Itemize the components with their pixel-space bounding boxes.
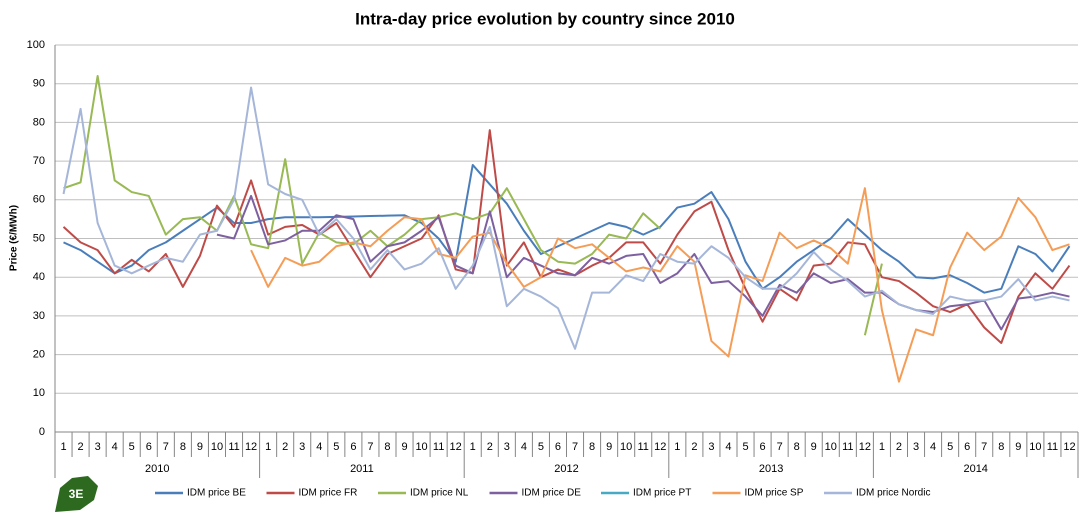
x-tick-label: 6 bbox=[350, 441, 356, 453]
x-tick-label: 12 bbox=[1063, 441, 1075, 453]
legend-label: IDM price BE bbox=[187, 488, 246, 499]
y-tick-label: 50 bbox=[33, 232, 45, 244]
x-tick-label: 5 bbox=[947, 441, 953, 453]
series-line bbox=[250, 187, 1070, 383]
x-tick-label: 7 bbox=[163, 441, 169, 453]
x-tick-label: 2 bbox=[896, 441, 902, 453]
x-tick-label: 9 bbox=[811, 441, 817, 453]
x-tick-label: 4 bbox=[521, 441, 527, 453]
x-tick-label: 10 bbox=[415, 441, 427, 453]
x-tick-label: 6 bbox=[555, 441, 561, 453]
x-tick-label: 12 bbox=[450, 441, 462, 453]
x-tick-label: 11 bbox=[638, 441, 649, 453]
x-tick-label: 7 bbox=[981, 441, 987, 453]
series-line bbox=[62, 86, 1070, 350]
y-tick-label: 40 bbox=[33, 271, 45, 283]
y-tick-label: 10 bbox=[33, 387, 45, 399]
x-tick-label: 4 bbox=[725, 441, 731, 453]
legend-label: IDM price PT bbox=[633, 488, 691, 499]
series-line bbox=[62, 129, 1071, 344]
series-line bbox=[63, 74, 883, 336]
year-label: 2012 bbox=[554, 463, 578, 475]
x-tick-label: 12 bbox=[654, 441, 666, 453]
x-tick-label: 9 bbox=[197, 441, 203, 453]
y-tick-label: 100 bbox=[27, 39, 45, 51]
year-label: 2013 bbox=[759, 463, 783, 475]
y-tick-label: 0 bbox=[39, 426, 45, 438]
x-tick-label: 2 bbox=[487, 441, 493, 453]
x-tick-label: 7 bbox=[777, 441, 783, 453]
x-tick-label: 6 bbox=[146, 441, 152, 453]
x-tick-label: 7 bbox=[572, 441, 578, 453]
x-tick-label: 6 bbox=[964, 441, 970, 453]
x-tick-label: 8 bbox=[384, 441, 390, 453]
x-tick-label: 8 bbox=[180, 441, 186, 453]
year-label: 2011 bbox=[350, 463, 374, 475]
x-tick-label: 4 bbox=[316, 441, 322, 453]
x-tick-label: 8 bbox=[589, 441, 595, 453]
x-tick-label: 8 bbox=[794, 441, 800, 453]
x-tick-label: 3 bbox=[95, 441, 101, 453]
series-line bbox=[216, 194, 1070, 331]
x-tick-label: 3 bbox=[299, 441, 305, 453]
legend-label: IDM price FR bbox=[299, 488, 358, 499]
x-tick-label: 11 bbox=[842, 441, 853, 453]
x-tick-label: 5 bbox=[538, 441, 544, 453]
x-tick-label: 4 bbox=[930, 441, 936, 453]
legend-label: IDM price NL bbox=[410, 488, 469, 499]
x-tick-label: 6 bbox=[760, 441, 766, 453]
year-label: 2014 bbox=[963, 463, 987, 475]
legend-label: IDM price Nordic bbox=[856, 488, 930, 499]
x-tick-label: 5 bbox=[129, 441, 135, 453]
y-axis-label: Price (€/MWh) bbox=[9, 205, 20, 271]
x-tick-label: 3 bbox=[913, 441, 919, 453]
x-tick-label: 9 bbox=[401, 441, 407, 453]
x-tick-label: 12 bbox=[859, 441, 871, 453]
x-tick-label: 8 bbox=[998, 441, 1004, 453]
x-tick-label: 7 bbox=[367, 441, 373, 453]
x-tick-label: 1 bbox=[265, 441, 271, 453]
x-tick-label: 10 bbox=[211, 441, 223, 453]
x-tick-label: 5 bbox=[742, 441, 748, 453]
x-tick-label: 3 bbox=[708, 441, 714, 453]
y-tick-label: 80 bbox=[33, 116, 45, 128]
x-tick-label: 2 bbox=[78, 441, 84, 453]
x-tick-label: 11 bbox=[1047, 441, 1058, 453]
x-tick-label: 10 bbox=[1029, 441, 1041, 453]
legend-label: IDM price DE bbox=[522, 488, 582, 499]
logo-text: 3E bbox=[69, 487, 84, 501]
x-tick-label: 1 bbox=[60, 441, 66, 453]
x-tick-label: 3 bbox=[504, 441, 510, 453]
year-label: 2010 bbox=[145, 463, 169, 475]
x-tick-label: 1 bbox=[674, 441, 680, 453]
x-tick-label: 4 bbox=[112, 441, 118, 453]
logo-leaf bbox=[55, 476, 98, 512]
x-tick-label: 5 bbox=[333, 441, 339, 453]
x-tick-label: 9 bbox=[1015, 441, 1021, 453]
x-tick-label: 1 bbox=[470, 441, 476, 453]
x-tick-label: 11 bbox=[433, 441, 444, 453]
x-tick-label: 12 bbox=[245, 441, 257, 453]
x-tick-label: 10 bbox=[620, 441, 632, 453]
x-tick-label: 1 bbox=[879, 441, 885, 453]
x-tick-label: 2 bbox=[691, 441, 697, 453]
legend-label: IDM price SP bbox=[745, 488, 804, 499]
y-tick-label: 60 bbox=[33, 194, 45, 206]
y-tick-label: 30 bbox=[33, 310, 45, 322]
x-tick-label: 11 bbox=[228, 441, 239, 453]
x-tick-label: 9 bbox=[606, 441, 612, 453]
logo: 3E bbox=[55, 476, 98, 512]
y-tick-label: 90 bbox=[33, 78, 45, 90]
chart-title: Intra-day price evolution by country sin… bbox=[355, 9, 735, 28]
x-tick-label: 2 bbox=[282, 441, 288, 453]
x-tick-label: 10 bbox=[825, 441, 837, 453]
y-tick-label: 20 bbox=[33, 349, 45, 361]
y-tick-label: 70 bbox=[33, 155, 45, 167]
